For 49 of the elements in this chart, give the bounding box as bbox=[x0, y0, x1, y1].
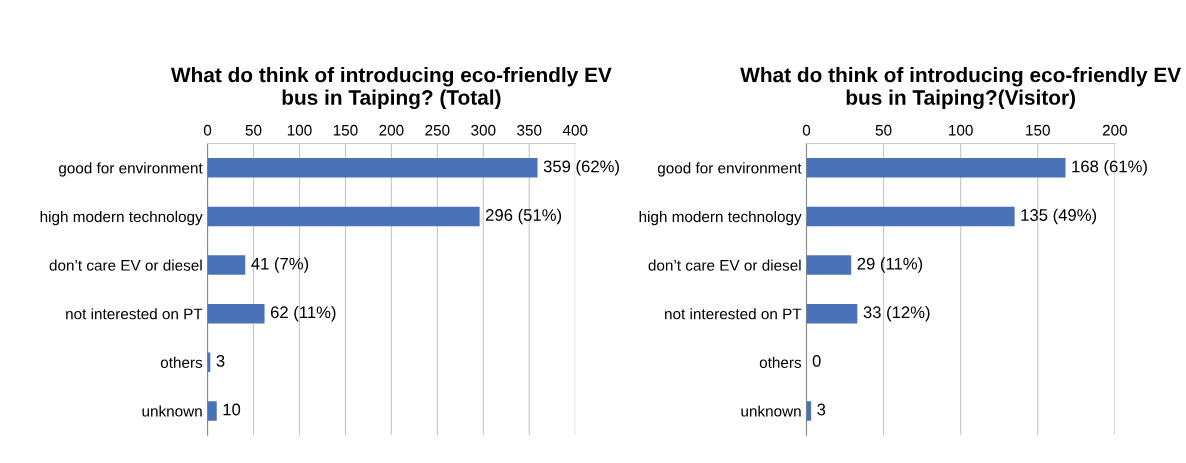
x-tick-label: 0 bbox=[203, 124, 212, 136]
data-label: 359 (62%) bbox=[543, 160, 619, 176]
data-label: 135 (49%) bbox=[1021, 208, 1097, 225]
x-tick-label: 300 bbox=[471, 124, 496, 136]
x-tick-label: 250 bbox=[425, 124, 450, 136]
y-tick-label: don’t care EV or diesel bbox=[49, 259, 202, 271]
x-tick-label: 350 bbox=[517, 124, 542, 136]
data-label: 41 (7%) bbox=[251, 257, 309, 273]
x-tick-label: 150 bbox=[333, 124, 358, 136]
x-tick-label: 150 bbox=[1026, 124, 1050, 136]
x-tick-label: 50 bbox=[875, 124, 892, 136]
y-tick-label: unknown bbox=[142, 405, 202, 417]
x-tick-label: 200 bbox=[379, 124, 404, 136]
data-label: 29 (11%) bbox=[857, 257, 923, 273]
bar bbox=[207, 255, 246, 275]
x-tick-label: 200 bbox=[1102, 124, 1127, 136]
data-label: 168 (61%) bbox=[1072, 160, 1147, 176]
y-tick-label: unknown bbox=[741, 405, 801, 417]
y-tick-label: others bbox=[759, 356, 802, 368]
y-tick-label: high modern technology bbox=[40, 210, 203, 226]
y-tick-label: high modern technology bbox=[639, 210, 802, 226]
x-tick-label: 100 bbox=[949, 124, 973, 136]
data-label: 3 bbox=[817, 403, 826, 416]
bar bbox=[207, 401, 217, 421]
bar bbox=[207, 303, 265, 324]
x-tick-label: 0 bbox=[802, 124, 811, 136]
y-tick-label: don’t care EV or diesel bbox=[648, 259, 801, 271]
data-label: 0 bbox=[812, 354, 821, 367]
y-tick-label: not interested on PT bbox=[66, 308, 203, 320]
data-label: 296 (51%) bbox=[486, 208, 562, 225]
x-tick-label: 400 bbox=[562, 124, 588, 136]
bar bbox=[806, 206, 1015, 227]
x-tick-label: 50 bbox=[245, 124, 262, 136]
data-label: 62 (11%) bbox=[270, 305, 336, 322]
bar bbox=[207, 158, 538, 178]
chart-title: What do think of introducing eco-friendly EV bus in Taiping? (Total) bbox=[170, 67, 612, 110]
data-label: 3 bbox=[216, 354, 225, 367]
bar bbox=[806, 158, 1066, 178]
y-tick-label: others bbox=[160, 356, 203, 368]
x-tick-label: 100 bbox=[287, 124, 312, 136]
y-tick-label: not interested on PT bbox=[665, 308, 802, 320]
data-label: 33 (12%) bbox=[863, 305, 930, 322]
bar bbox=[207, 206, 480, 227]
bar bbox=[806, 303, 858, 324]
bar bbox=[806, 255, 852, 275]
data-label: 10 bbox=[223, 403, 241, 416]
y-tick-label: good for environment bbox=[657, 162, 802, 177]
y-tick-label: good for environment bbox=[58, 162, 203, 177]
chart-title: What do think of introducing eco-friendly EV bus in Taiping?(Visitor) bbox=[740, 67, 1182, 110]
